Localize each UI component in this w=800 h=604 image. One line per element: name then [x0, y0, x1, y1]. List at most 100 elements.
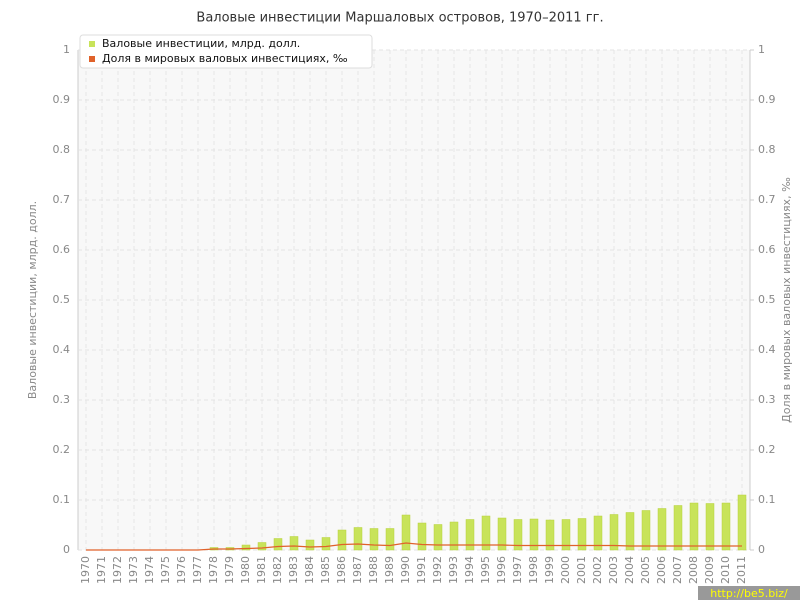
watermark-bg: [698, 586, 800, 600]
x-tick-label: 1999: [543, 556, 556, 584]
legend-marker: [89, 41, 95, 47]
x-tick-label: 2003: [607, 556, 620, 584]
bar: [593, 515, 603, 551]
x-tick-label: 1987: [351, 556, 364, 584]
x-tick-label: 1986: [335, 556, 348, 584]
y2-tick-label: 0.5: [758, 293, 776, 306]
bar: [737, 494, 747, 551]
bar: [321, 537, 331, 551]
x-tick-label: 2006: [655, 556, 668, 584]
bar: [273, 538, 283, 551]
y-tick-label: 0.8: [53, 143, 71, 156]
bar: [513, 519, 523, 551]
bar: [449, 521, 459, 551]
x-tick-label: 2002: [591, 556, 604, 584]
bar: [497, 517, 507, 551]
x-tick-label: 1996: [495, 556, 508, 584]
x-tick-label: 1991: [415, 556, 428, 584]
x-tick-label: 2009: [703, 556, 716, 584]
y2-tick-label: 0.8: [758, 143, 776, 156]
watermark: http://be5.biz/: [710, 587, 788, 600]
x-tick-label: 1985: [319, 556, 332, 584]
legend-label: Валовые инвестиции, млрд. долл.: [102, 37, 300, 50]
x-tick-label: 1984: [303, 556, 316, 584]
legend-label: Доля в мировых валовых инвестициях, ‰: [102, 52, 348, 65]
x-tick-label: 1971: [95, 556, 108, 584]
x-tick-label: 1997: [511, 556, 524, 584]
x-tick-label: 1975: [159, 556, 172, 584]
bar: [657, 508, 667, 551]
y2-axis-label: Доля в мировых валовых инвестициях, ‰: [780, 177, 793, 423]
chart-title: Валовые инвестиции Маршаловых островов, …: [196, 11, 603, 26]
bar: [353, 527, 363, 551]
x-tick-label: 1980: [239, 556, 252, 584]
y-axis-label: Валовые инвестиции, млрд. долл.: [26, 201, 39, 399]
x-tick-label: 2007: [671, 556, 684, 584]
y-tick-label: 0.3: [53, 393, 71, 406]
bar: [305, 539, 315, 551]
x-tick-label: 2004: [623, 556, 636, 584]
x-tick-label: 2011: [735, 556, 748, 584]
bar: [289, 536, 299, 551]
bar: [257, 542, 267, 551]
x-tick-label: 1998: [527, 556, 540, 584]
x-tick-label: 1977: [191, 556, 204, 584]
y2-tick-label: 0.1: [758, 493, 776, 506]
x-tick-label: 1988: [367, 556, 380, 584]
x-tick-label: 1973: [127, 556, 140, 584]
x-tick-label: 2005: [639, 556, 652, 584]
y-tick-label: 0.2: [53, 443, 71, 456]
bar: [417, 522, 427, 551]
bar: [641, 510, 651, 551]
bar: [369, 528, 379, 551]
x-tick-label: 1970: [79, 556, 92, 584]
bar: [705, 503, 715, 551]
y-tick-label: 0: [63, 543, 70, 556]
bar: [241, 544, 251, 551]
x-tick-label: 2000: [559, 556, 572, 584]
y-tick-label: 1: [63, 43, 70, 56]
bar: [561, 519, 571, 551]
bar: [385, 528, 395, 551]
x-tick-label: 1978: [207, 556, 220, 584]
y2-tick-label: 0.4: [758, 343, 776, 356]
y-tick-label: 0.6: [53, 243, 71, 256]
x-tick-label: 1972: [111, 556, 124, 584]
y-tick-label: 0.1: [53, 493, 71, 506]
bar: [401, 514, 411, 551]
y2-tick-label: 0.6: [758, 243, 776, 256]
y2-tick-label: 0.9: [758, 93, 776, 106]
y-tick-label: 0.4: [53, 343, 71, 356]
x-tick-label: 1990: [399, 556, 412, 584]
y2-tick-label: 1: [758, 43, 765, 56]
x-tick-label: 1974: [143, 556, 156, 584]
legend-marker: [89, 56, 95, 62]
x-tick-label: 2010: [719, 556, 732, 584]
bar: [337, 529, 347, 551]
bar: [689, 502, 699, 551]
bar: [625, 512, 635, 551]
y2-tick-label: 0: [758, 543, 765, 556]
x-tick-label: 1981: [255, 556, 268, 584]
x-tick-label: 1989: [383, 556, 396, 584]
x-tick-label: 1994: [463, 556, 476, 584]
bar: [609, 514, 619, 551]
y2-tick-label: 0.2: [758, 443, 776, 456]
line: [86, 542, 742, 551]
x-tick-label: 2008: [687, 556, 700, 584]
bar: [529, 518, 539, 551]
y-tick-label: 0.5: [53, 293, 71, 306]
y-tick-label: 0.9: [53, 93, 71, 106]
bar: [545, 519, 555, 551]
y2-tick-label: 0.7: [758, 193, 776, 206]
x-tick-label: 1983: [287, 556, 300, 584]
bar: [721, 502, 731, 551]
x-tick-label: 1982: [271, 556, 284, 584]
bar: [481, 515, 491, 551]
x-tick-label: 1976: [175, 556, 188, 584]
x-tick-label: 1993: [447, 556, 460, 584]
y-tick-label: 0.7: [53, 193, 71, 206]
bar: [433, 524, 443, 551]
legend-box: [79, 34, 373, 69]
